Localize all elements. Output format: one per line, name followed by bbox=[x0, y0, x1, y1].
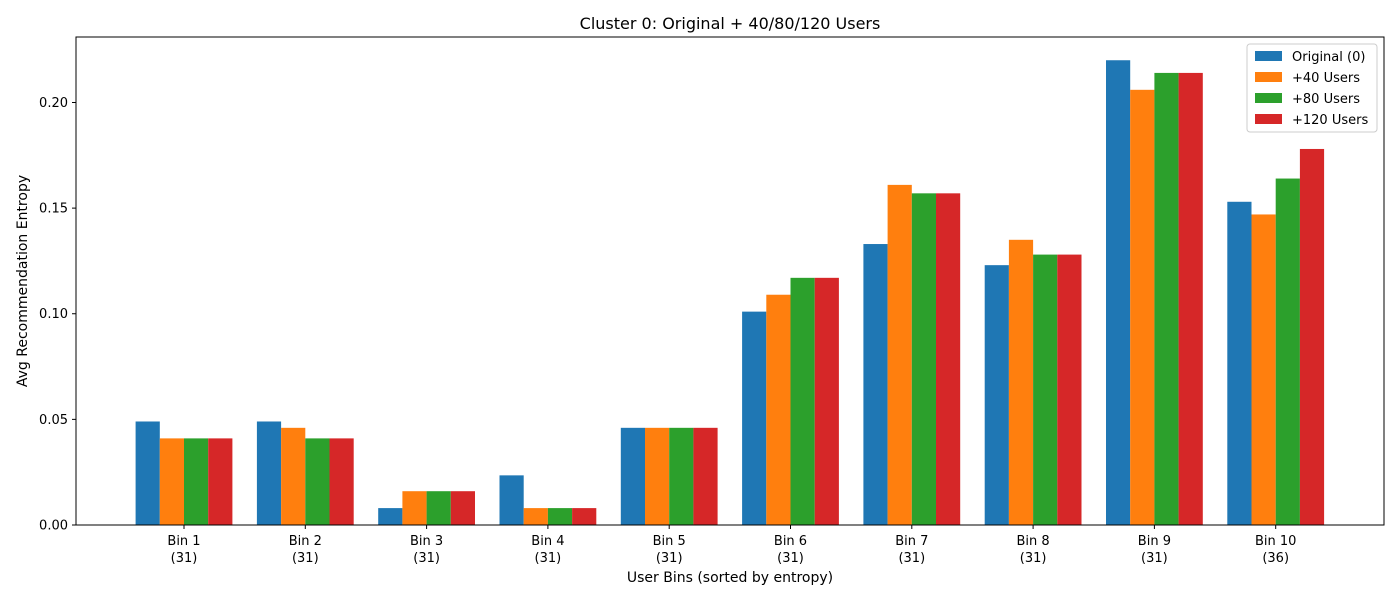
x-tick-label: Bin 1 bbox=[167, 534, 200, 549]
bar-1-5 bbox=[620, 427, 645, 525]
legend-label: +80 Users bbox=[1292, 92, 1360, 107]
bar-3-10 bbox=[1275, 178, 1300, 525]
x-tick-count-label: (31) bbox=[292, 551, 319, 566]
x-tick-count-label: (31) bbox=[535, 551, 562, 566]
bar-2-5 bbox=[645, 427, 670, 525]
legend-label: +40 Users bbox=[1292, 71, 1360, 86]
bar-3-9 bbox=[1154, 72, 1179, 525]
bar-3-3 bbox=[426, 491, 451, 525]
x-tick-label: Bin 4 bbox=[531, 534, 564, 549]
bar-3-8 bbox=[1033, 254, 1058, 525]
chart-title: Cluster 0: Original + 40/80/120 Users bbox=[580, 14, 881, 33]
x-axis: Bin 1 (31) Bin 2 (31) Bin 3 (31) Bin 4 (31) Bin … bbox=[167, 525, 1296, 566]
legend-swatch bbox=[1255, 93, 1282, 103]
bar-2-7 bbox=[887, 184, 912, 525]
y-tick-label: 0.05 bbox=[39, 413, 68, 428]
bar-1-9 bbox=[1106, 60, 1131, 525]
bar-4-6 bbox=[814, 277, 839, 525]
x-tick-count-label: (31) bbox=[656, 551, 683, 566]
x-tick-count-label: (31) bbox=[777, 551, 804, 566]
y-tick-label: 0.10 bbox=[39, 307, 68, 322]
bars-layer bbox=[135, 60, 1325, 526]
bar-2-4 bbox=[523, 508, 548, 525]
bar-1-10 bbox=[1227, 201, 1252, 525]
bar-2-3 bbox=[402, 491, 427, 525]
bar-1-1 bbox=[135, 421, 160, 525]
x-tick-count-label: (36) bbox=[1262, 551, 1289, 566]
bar-4-10 bbox=[1299, 148, 1325, 525]
bar-2-10 bbox=[1251, 214, 1276, 526]
bar-1-4 bbox=[499, 475, 524, 525]
plot-area-frame bbox=[75, 36, 1385, 526]
x-tick-count-label: (31) bbox=[898, 551, 925, 566]
x-tick-count-label: (31) bbox=[1020, 551, 1047, 566]
bar-4-2 bbox=[329, 438, 354, 525]
x-tick-label: Bin 9 bbox=[1138, 534, 1171, 549]
bar-3-1 bbox=[184, 438, 209, 525]
y-tick-label: 0.20 bbox=[39, 96, 68, 111]
bar-2-1 bbox=[159, 438, 184, 525]
y-tick-label: 0.15 bbox=[39, 202, 68, 217]
bar-2-9 bbox=[1130, 89, 1155, 526]
x-tick-label: Bin 2 bbox=[289, 534, 322, 549]
x-tick-count-label: (31) bbox=[1141, 551, 1168, 566]
bar-1-6 bbox=[742, 311, 767, 525]
bar-1-8 bbox=[984, 265, 1009, 525]
x-tick-count-label: (31) bbox=[413, 551, 440, 566]
bar-3-5 bbox=[669, 427, 694, 525]
legend-swatch bbox=[1255, 51, 1282, 61]
x-tick-label: Bin 3 bbox=[410, 534, 443, 549]
x-tick-label: Bin 10 bbox=[1255, 534, 1296, 549]
legend-label: +120 Users bbox=[1292, 113, 1368, 128]
bar-1-7 bbox=[863, 244, 888, 525]
legend-label: Original (0) bbox=[1292, 50, 1365, 65]
bar-2-6 bbox=[766, 294, 791, 525]
legend-box bbox=[1246, 43, 1378, 133]
bar-4-1 bbox=[208, 438, 233, 525]
bar-2-8 bbox=[1008, 239, 1034, 526]
legend-swatch bbox=[1255, 72, 1282, 82]
bar-3-6 bbox=[790, 277, 815, 525]
x-tick-label: Bin 8 bbox=[1017, 534, 1050, 549]
bar-4-3 bbox=[450, 491, 475, 525]
y-axis: 0.00 0.05 0.10 0.15 0.20 bbox=[39, 96, 76, 534]
bar-1-3 bbox=[378, 508, 403, 525]
bar-4-7 bbox=[936, 193, 961, 525]
x-axis-label: User Bins (sorted by entropy) bbox=[627, 570, 833, 586]
bar-2-2 bbox=[281, 427, 306, 525]
x-tick-label: Bin 5 bbox=[653, 534, 686, 549]
bar-4-9 bbox=[1178, 72, 1203, 525]
x-tick-count-label: (31) bbox=[171, 551, 198, 566]
legend: Original (0) +40 Users +80 Users +120 Users bbox=[1246, 43, 1378, 133]
y-tick-label: 0.00 bbox=[39, 519, 68, 534]
x-tick-label: Bin 7 bbox=[895, 534, 928, 549]
legend-swatch bbox=[1255, 114, 1282, 124]
bar-3-4 bbox=[547, 508, 573, 525]
bar-3-2 bbox=[305, 438, 330, 525]
bar-1-2 bbox=[256, 421, 282, 525]
x-tick-label: Bin 6 bbox=[774, 534, 807, 549]
bar-3-7 bbox=[911, 193, 936, 525]
y-axis-label: Avg Recommendation Entropy bbox=[15, 175, 31, 387]
bar-4-8 bbox=[1057, 254, 1082, 525]
bar-4-5 bbox=[693, 427, 718, 525]
bar-4-4 bbox=[572, 508, 597, 525]
